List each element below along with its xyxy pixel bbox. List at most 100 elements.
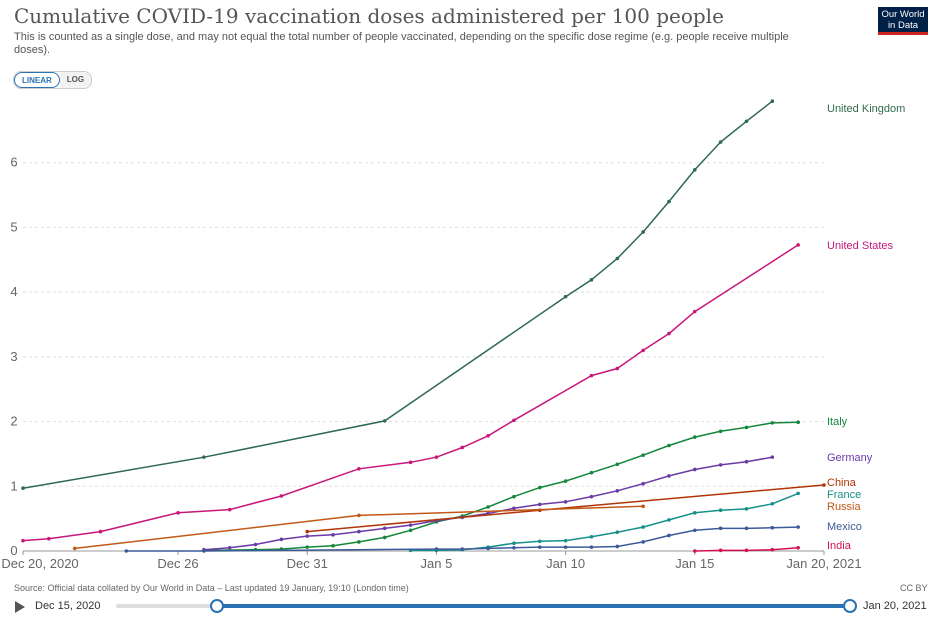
data-point-united-states[interactable] bbox=[693, 309, 697, 314]
log-scale-button[interactable]: LOG bbox=[59, 72, 92, 88]
data-point-france[interactable] bbox=[512, 541, 516, 546]
data-point-united-states[interactable] bbox=[279, 494, 284, 498]
data-point-germany[interactable] bbox=[227, 545, 232, 550]
data-point-germany[interactable] bbox=[537, 502, 542, 507]
series-label-india[interactable]: India bbox=[827, 540, 852, 552]
data-point-germany[interactable] bbox=[408, 523, 413, 527]
data-point-mexico[interactable] bbox=[460, 547, 465, 551]
data-point-france[interactable] bbox=[718, 508, 723, 513]
data-point-france[interactable] bbox=[641, 525, 645, 529]
source-note[interactable]: Source: Official data collated by Our Wo… bbox=[14, 583, 409, 593]
data-point-italy[interactable] bbox=[357, 540, 361, 544]
data-point-italy[interactable] bbox=[641, 453, 645, 458]
data-point-italy[interactable] bbox=[563, 479, 568, 483]
data-point-mexico[interactable] bbox=[770, 525, 775, 530]
data-point-mexico[interactable] bbox=[641, 540, 645, 544]
data-point-germany[interactable] bbox=[667, 474, 671, 478]
data-point-france[interactable] bbox=[615, 530, 620, 535]
data-point-germany[interactable] bbox=[589, 494, 594, 499]
series-label-germany[interactable]: Germany bbox=[827, 452, 873, 464]
data-point-mexico[interactable] bbox=[512, 545, 516, 550]
data-point-mexico[interactable] bbox=[718, 526, 723, 531]
data-point-united-states[interactable] bbox=[667, 331, 671, 336]
data-point-united-states[interactable] bbox=[615, 366, 620, 371]
data-point-united-states[interactable] bbox=[98, 529, 103, 534]
data-point-france[interactable] bbox=[589, 534, 594, 539]
data-point-mexico[interactable] bbox=[667, 533, 671, 538]
data-point-mexico[interactable] bbox=[537, 545, 542, 549]
data-point-united-states[interactable] bbox=[47, 536, 51, 541]
data-point-germany[interactable] bbox=[305, 534, 310, 538]
data-point-russia[interactable] bbox=[641, 504, 645, 509]
data-point-united-states[interactable] bbox=[512, 418, 516, 423]
data-point-mexico[interactable] bbox=[796, 525, 800, 529]
data-point-france[interactable] bbox=[667, 518, 671, 522]
owid-logo[interactable]: Our World in Data bbox=[878, 7, 928, 35]
data-point-united-states[interactable] bbox=[357, 467, 361, 471]
play-icon[interactable] bbox=[15, 601, 25, 613]
data-point-china[interactable] bbox=[305, 529, 310, 534]
data-point-germany[interactable] bbox=[253, 542, 258, 547]
data-point-mexico[interactable] bbox=[744, 526, 749, 531]
data-point-germany[interactable] bbox=[615, 489, 620, 493]
data-point-germany[interactable] bbox=[279, 537, 284, 542]
timeline-start-handle[interactable] bbox=[210, 599, 224, 613]
data-point-mexico[interactable] bbox=[589, 545, 594, 549]
series-label-mexico[interactable]: Mexico bbox=[827, 521, 862, 533]
series-label-france[interactable]: France bbox=[827, 489, 861, 501]
data-point-united-states[interactable] bbox=[641, 348, 645, 353]
linear-scale-button[interactable]: LINEAR bbox=[14, 72, 60, 88]
data-point-united-states[interactable] bbox=[408, 460, 413, 465]
data-point-united-kingdom[interactable] bbox=[589, 278, 594, 282]
data-point-mexico[interactable] bbox=[693, 528, 697, 533]
series-label-russia[interactable]: Russia bbox=[827, 501, 862, 513]
data-point-united-kingdom[interactable] bbox=[382, 419, 387, 423]
data-point-italy[interactable] bbox=[589, 470, 594, 475]
data-point-germany[interactable] bbox=[563, 500, 568, 504]
timeline-end-handle[interactable] bbox=[843, 599, 857, 613]
data-point-united-kingdom[interactable] bbox=[718, 140, 723, 144]
data-point-united-states[interactable] bbox=[460, 445, 465, 450]
data-point-united-kingdom[interactable] bbox=[615, 256, 620, 261]
data-point-italy[interactable] bbox=[796, 420, 800, 425]
data-point-germany[interactable] bbox=[770, 455, 775, 459]
data-point-united-states[interactable] bbox=[589, 373, 594, 378]
data-point-mexico[interactable] bbox=[124, 549, 129, 553]
data-point-germany[interactable] bbox=[641, 481, 645, 486]
data-point-germany[interactable] bbox=[357, 529, 361, 534]
data-point-italy[interactable] bbox=[486, 505, 490, 509]
series-line-united-states[interactable] bbox=[22, 244, 799, 542]
series-label-italy[interactable]: Italy bbox=[827, 416, 848, 428]
data-point-italy[interactable] bbox=[693, 435, 697, 439]
data-point-italy[interactable] bbox=[718, 429, 723, 434]
data-point-germany[interactable] bbox=[744, 459, 749, 464]
data-point-italy[interactable] bbox=[512, 494, 516, 499]
data-point-france[interactable] bbox=[563, 538, 568, 543]
series-label-united-kingdom[interactable]: United Kingdom bbox=[827, 103, 905, 115]
data-point-mexico[interactable] bbox=[486, 546, 490, 551]
data-point-france[interactable] bbox=[693, 511, 697, 515]
series-label-china[interactable]: China bbox=[827, 477, 857, 489]
data-point-france[interactable] bbox=[796, 491, 800, 496]
data-point-united-kingdom[interactable] bbox=[770, 99, 775, 104]
series-line-france[interactable] bbox=[410, 492, 799, 552]
data-point-india[interactable] bbox=[770, 547, 775, 552]
data-point-italy[interactable] bbox=[331, 544, 335, 548]
data-point-germany[interactable] bbox=[382, 526, 387, 531]
data-point-germany[interactable] bbox=[331, 533, 335, 537]
data-point-united-kingdom[interactable] bbox=[693, 168, 697, 172]
data-point-united-kingdom[interactable] bbox=[202, 455, 206, 459]
data-point-china[interactable] bbox=[822, 483, 826, 487]
data-point-mexico[interactable] bbox=[563, 545, 568, 549]
data-point-india[interactable] bbox=[796, 545, 800, 550]
data-point-united-kingdom[interactable] bbox=[21, 486, 25, 491]
data-point-united-states[interactable] bbox=[434, 455, 439, 459]
data-point-germany[interactable] bbox=[718, 463, 723, 467]
series-label-united-states[interactable]: United States bbox=[827, 240, 894, 252]
data-point-italy[interactable] bbox=[408, 528, 413, 533]
data-point-united-states[interactable] bbox=[176, 511, 180, 515]
data-point-italy[interactable] bbox=[537, 485, 542, 490]
data-point-italy[interactable] bbox=[305, 545, 310, 549]
data-point-italy[interactable] bbox=[615, 462, 620, 467]
data-point-germany[interactable] bbox=[693, 467, 697, 472]
